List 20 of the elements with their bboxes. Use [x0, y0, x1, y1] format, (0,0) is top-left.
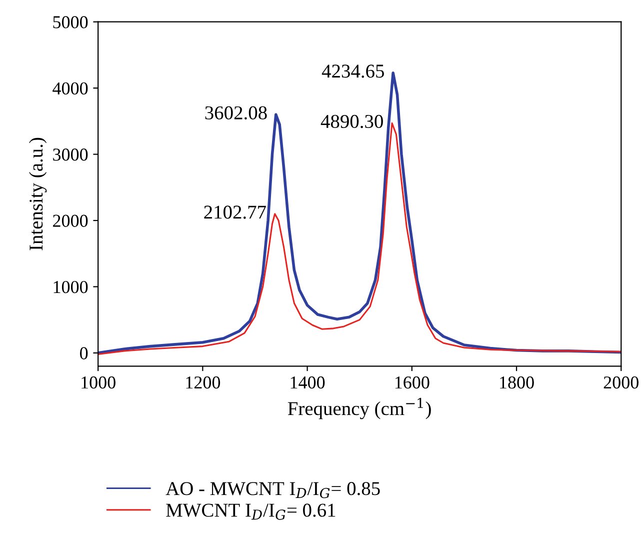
y-tick-label: 1000 — [54, 280, 88, 294]
legend-label: AO - MWCNT I$_{D}$/I$_{G}$= 0.85 — [166, 482, 380, 498]
annotation: 3602.08 — [205, 106, 267, 120]
x-axis-title: Frequency (cm$^{−1}$) — [288, 398, 431, 420]
x-tick-label: 1800 — [500, 376, 534, 389]
legend-label: MWCNT I$_{D}$/I$_{G}$= 0.61 — [166, 504, 336, 520]
y-tick-label: 3000 — [53, 148, 88, 161]
x-tick-label: 1000 — [82, 376, 116, 389]
x-tick-label: 1400 — [290, 376, 325, 389]
x-tick-label: 2000 — [604, 376, 638, 389]
y-axis-title: Intensity (a.u.) — [28, 138, 47, 250]
x-tick-label: 1200 — [186, 376, 220, 389]
y-tick-label: 0 — [80, 347, 88, 360]
x-tick-label: 1600 — [395, 376, 430, 389]
annotation: 2102.77 — [204, 206, 266, 219]
annotation: 4890.30 — [320, 114, 383, 128]
annotation: 4234.65 — [322, 64, 384, 78]
y-tick-label: 2000 — [53, 214, 88, 227]
y-tick-label: 4000 — [52, 82, 88, 95]
y-tick-label: 5000 — [53, 16, 88, 28]
